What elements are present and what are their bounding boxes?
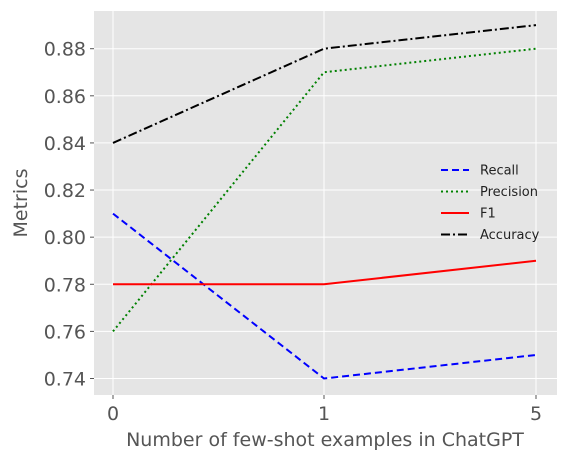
legend-label: Precision (480, 185, 538, 200)
x-axis-label: Number of few-shot examples in ChatGPT (126, 429, 524, 451)
x-tick-label: 0 (107, 403, 119, 425)
y-axis-ticks: 0.74 0.76 0.78 0.80 0.82 0.84 0.86 0.88 (44, 39, 94, 391)
series-line-precision (112, 47, 537, 333)
legend-label: F1 (480, 207, 496, 222)
legend-label: Accuracy (480, 228, 540, 243)
y-tick-label: 0.76 (44, 321, 86, 343)
legend-label: Recall (480, 164, 519, 179)
y-tick-label: 0.84 (44, 133, 86, 155)
plot-background (94, 11, 557, 395)
legend: Recall Precision F1 Accuracy (441, 164, 540, 243)
series-line-f1 (113, 259, 537, 286)
y-tick-label: 0.82 (44, 180, 86, 202)
y-tick-label: 0.88 (44, 39, 86, 61)
y-axis-label: Metrics (10, 169, 32, 238)
y-tick-label: 0.80 (44, 227, 86, 249)
x-tick-label: 5 (530, 403, 542, 425)
series-lines (112, 24, 537, 380)
y-tick-label: 0.74 (44, 369, 86, 391)
series-line-recall (112, 212, 537, 380)
x-tick-label: 1 (318, 403, 330, 425)
y-tick-label: 0.78 (44, 274, 86, 296)
x-axis-ticks: 0 1 5 (107, 395, 542, 425)
y-tick-label: 0.86 (44, 86, 86, 108)
